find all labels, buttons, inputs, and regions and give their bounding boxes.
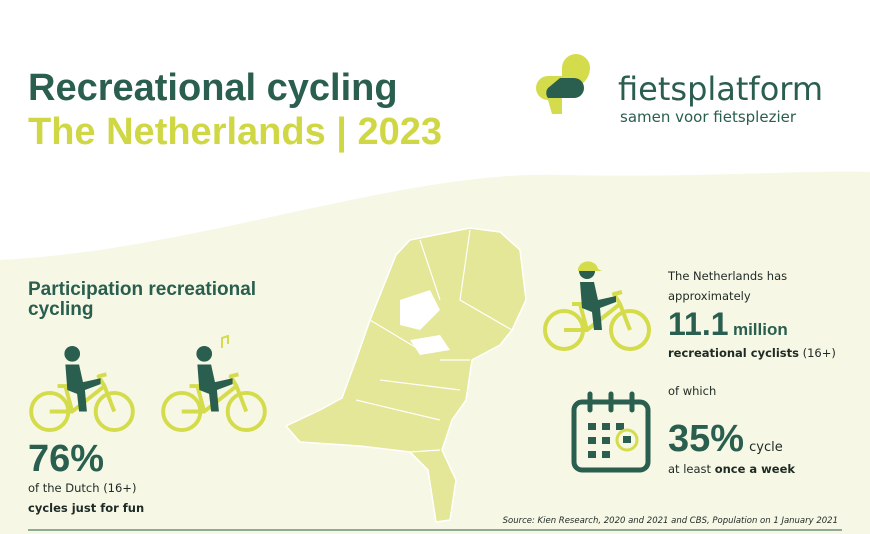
cyclists-number: 11.1 xyxy=(668,306,729,342)
section-heading: Participation recreational cycling xyxy=(28,279,257,320)
logo-tagline: samen voor fietsplezier xyxy=(620,108,797,126)
participation-text: cycles just for fun xyxy=(28,501,145,515)
weekly-verb: cycle xyxy=(749,440,783,455)
calendar-icon xyxy=(571,391,651,473)
logo-mark-dark xyxy=(546,78,584,98)
title-line2: The Netherlands | 2023 xyxy=(28,111,443,153)
map-netherlands xyxy=(284,227,527,523)
participation-percent: 76% xyxy=(28,438,105,480)
weekly-prefix: at least xyxy=(668,462,712,476)
source-note: Source: Kien Research, 2020 and 2021 and… xyxy=(502,516,838,526)
title-line1: Recreational cycling xyxy=(28,67,398,109)
cyclists-age: (16+) xyxy=(802,346,836,360)
cyclists-unit: million xyxy=(732,320,788,339)
weekly-percent: 35% xyxy=(668,418,745,460)
weekly-intro: of which xyxy=(668,384,717,398)
participation-text: of the Dutch (16+) xyxy=(28,481,137,495)
logo-name: fietsplatform xyxy=(618,70,824,108)
map-borders xyxy=(355,229,513,453)
cyclists-intro: The Netherlands has approximately xyxy=(668,269,788,303)
music-note xyxy=(221,334,229,348)
cyclists-label: recreational cyclists xyxy=(668,346,799,360)
weekly-frequency: once a week xyxy=(714,462,796,476)
map-water xyxy=(400,290,450,355)
cap xyxy=(577,261,602,272)
